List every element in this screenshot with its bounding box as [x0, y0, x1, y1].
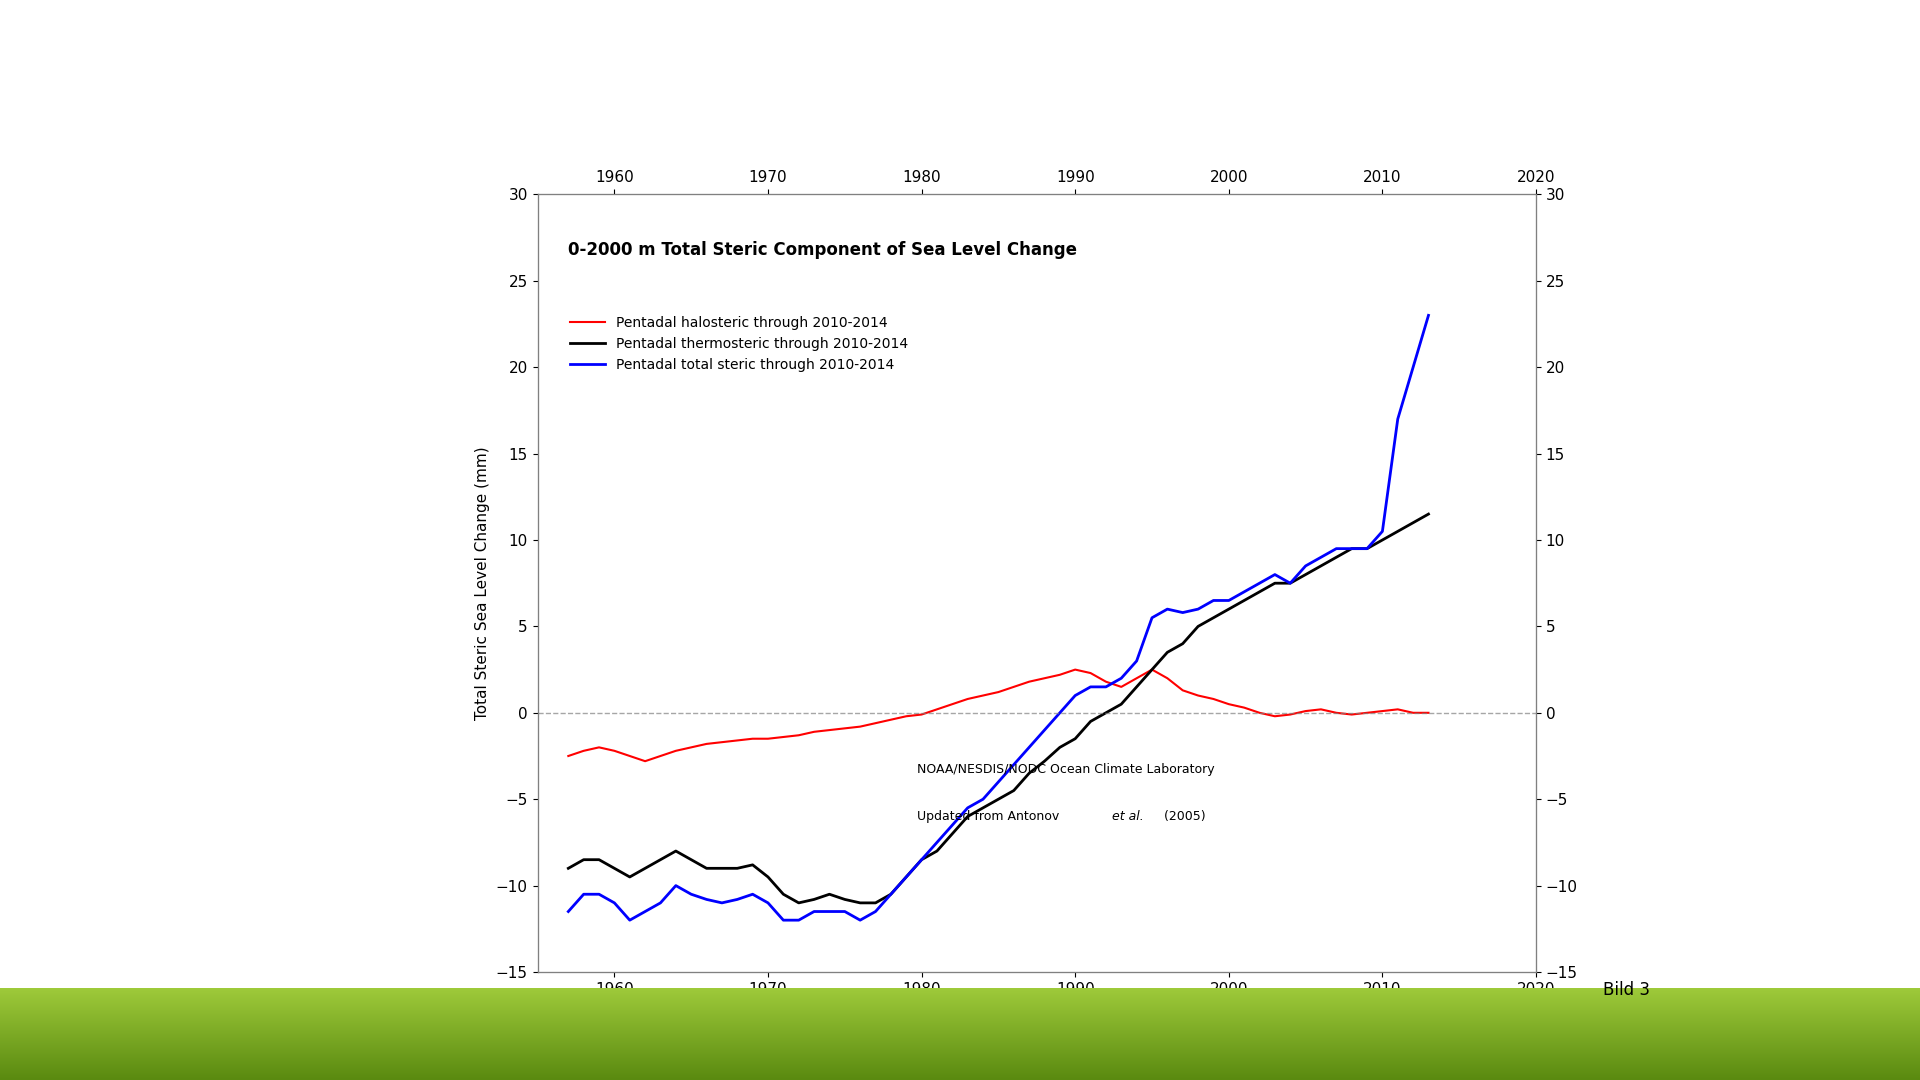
Line: Pentadal halosteric through 2010-2014: Pentadal halosteric through 2010-2014: [568, 670, 1428, 761]
Text: NOAA/NESDIS/NODC Ocean Climate Laboratory: NOAA/NESDIS/NODC Ocean Climate Laborator…: [918, 764, 1215, 777]
Pentadal total steric through 2010-2014: [803, 905, 826, 918]
Text: 0-2000 m Total Steric Component of Sea Level Change: 0-2000 m Total Steric Component of Sea L…: [568, 241, 1077, 259]
Pentadal thermosteric through 2010-2014: [1417, 508, 1440, 521]
Text: Updated from Antonov: Updated from Antonov: [918, 810, 1068, 823]
Pentadal halosteric through 2010-2014: [1171, 684, 1194, 697]
Pentadal total steric through 2010-2014: [618, 914, 641, 927]
Text: (2005): (2005): [1160, 810, 1206, 823]
Line: Pentadal total steric through 2010-2014: Pentadal total steric through 2010-2014: [568, 315, 1428, 920]
Pentadal thermosteric through 2010-2014: [787, 896, 810, 909]
Pentadal halosteric through 2010-2014: [1187, 689, 1210, 702]
Pentadal halosteric through 2010-2014: [1417, 706, 1440, 719]
Line: Pentadal thermosteric through 2010-2014: Pentadal thermosteric through 2010-2014: [568, 514, 1428, 903]
Pentadal total steric through 2010-2014: [588, 888, 611, 901]
Pentadal thermosteric through 2010-2014: [557, 862, 580, 875]
Pentadal halosteric through 2010-2014: [557, 750, 580, 762]
Pentadal halosteric through 2010-2014: [803, 726, 826, 739]
Pentadal total steric through 2010-2014: [603, 896, 626, 909]
Pentadal thermosteric through 2010-2014: [603, 862, 626, 875]
Pentadal halosteric through 2010-2014: [603, 744, 626, 757]
Pentadal total steric through 2010-2014: [557, 905, 580, 918]
Pentadal thermosteric through 2010-2014: [941, 827, 964, 840]
Pentadal thermosteric through 2010-2014: [803, 893, 826, 906]
Pentadal total steric through 2010-2014: [1417, 309, 1440, 322]
Pentadal halosteric through 2010-2014: [588, 741, 611, 754]
Legend: Pentadal halosteric through 2010-2014, Pentadal thermosteric through 2010-2014, : Pentadal halosteric through 2010-2014, P…: [564, 310, 914, 377]
Text: Bild 3: Bild 3: [1603, 981, 1649, 999]
X-axis label: Year: Year: [1018, 1002, 1056, 1021]
Pentadal total steric through 2010-2014: [941, 819, 964, 832]
Pentadal halosteric through 2010-2014: [941, 698, 964, 711]
Y-axis label: Total Steric Sea Level Change (mm): Total Steric Sea Level Change (mm): [476, 446, 490, 720]
Pentadal halosteric through 2010-2014: [634, 755, 657, 768]
Pentadal thermosteric through 2010-2014: [1171, 637, 1194, 650]
Pentadal total steric through 2010-2014: [1171, 606, 1194, 619]
Pentadal thermosteric through 2010-2014: [1156, 646, 1179, 659]
Pentadal thermosteric through 2010-2014: [588, 853, 611, 866]
Pentadal halosteric through 2010-2014: [1064, 663, 1087, 676]
Text: et al.: et al.: [1112, 810, 1144, 823]
Pentadal total steric through 2010-2014: [1156, 603, 1179, 616]
